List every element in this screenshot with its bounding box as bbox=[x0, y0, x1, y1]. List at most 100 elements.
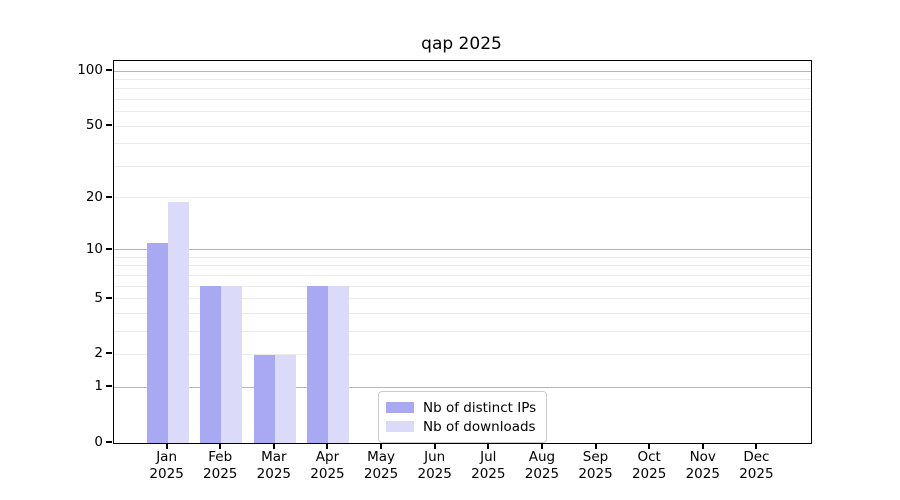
grid-line-minor bbox=[114, 274, 811, 276]
bar bbox=[253, 354, 275, 443]
x-tick-mark bbox=[648, 443, 651, 449]
x-tick-label-line: 2025 bbox=[203, 466, 238, 482]
plot-area bbox=[113, 60, 812, 444]
x-tick-label-line: Aug bbox=[528, 449, 556, 465]
x-tick-label-line: 2025 bbox=[417, 466, 452, 482]
grid-line-minor bbox=[114, 285, 811, 287]
y-tick-label: 5 bbox=[94, 289, 103, 306]
grid-line-minor bbox=[114, 88, 811, 90]
legend-swatch bbox=[386, 402, 414, 413]
grid-line-minor bbox=[114, 197, 811, 199]
grid-line-major bbox=[114, 249, 811, 251]
x-tick-label: Jan 2025 bbox=[135, 449, 199, 483]
y-tick-label: 100 bbox=[77, 62, 103, 79]
bar bbox=[221, 286, 243, 443]
y-tick-mark bbox=[106, 385, 112, 388]
x-tick-label-line: 2025 bbox=[256, 466, 292, 482]
x-tick-label-line: 2025 bbox=[149, 466, 184, 482]
x-tick-mark bbox=[701, 443, 704, 449]
grid-line-minor bbox=[114, 298, 811, 300]
y-tick-mark bbox=[106, 296, 112, 299]
grid-line-minor bbox=[114, 265, 811, 267]
grid-line-minor bbox=[114, 330, 811, 332]
x-tick-label-line: 2025 bbox=[524, 466, 560, 482]
x-tick-label-line: Dec bbox=[743, 449, 770, 465]
x-tick-label-line: Mar bbox=[261, 449, 287, 465]
legend-row: Nb of distinct IPs bbox=[386, 398, 536, 417]
x-tick-mark bbox=[380, 443, 383, 449]
x-tick-label-line: 2025 bbox=[471, 466, 506, 482]
grid-line-minor bbox=[114, 79, 811, 81]
x-tick-mark bbox=[219, 443, 222, 449]
bar bbox=[200, 286, 222, 443]
y-tick-label: 2 bbox=[94, 345, 103, 362]
x-tick-mark bbox=[165, 443, 168, 449]
y-tick-mark bbox=[106, 247, 112, 250]
grid-line-major bbox=[114, 70, 811, 72]
x-tick-label-line: 2025 bbox=[739, 466, 774, 482]
x-tick-label-line: 2025 bbox=[631, 466, 667, 482]
x-tick-label-line: Sep bbox=[582, 449, 609, 465]
x-tick-label-line: May bbox=[367, 449, 396, 465]
y-tick-mark bbox=[106, 352, 112, 355]
grid-line-minor bbox=[114, 353, 811, 355]
y-tick-mark bbox=[106, 124, 112, 127]
bar bbox=[146, 242, 168, 443]
x-tick-label: Jul 2025 bbox=[456, 449, 520, 483]
legend-label: Nb of downloads bbox=[423, 418, 536, 435]
chart-title: qap 2025 bbox=[421, 34, 502, 54]
x-tick-mark bbox=[326, 443, 329, 449]
x-tick-label: Aug 2025 bbox=[510, 449, 574, 483]
grid-line-minor bbox=[114, 99, 811, 101]
x-tick-label: Jun 2025 bbox=[403, 449, 467, 483]
x-tick-label-line: Jul bbox=[480, 449, 497, 465]
bar bbox=[307, 286, 329, 443]
x-tick-label-line: Oct bbox=[637, 449, 661, 465]
grid-line-major bbox=[114, 386, 811, 388]
x-tick-label: Feb 2025 bbox=[188, 449, 252, 483]
legend-swatch bbox=[386, 421, 414, 432]
grid-line-minor bbox=[114, 312, 811, 314]
y-tick-mark bbox=[106, 441, 112, 443]
x-tick-label: Oct 2025 bbox=[617, 449, 681, 483]
y-tick-label: 1 bbox=[94, 378, 103, 395]
x-tick-label: Mar 2025 bbox=[242, 449, 306, 483]
x-tick-mark bbox=[487, 443, 490, 449]
x-tick-mark bbox=[594, 443, 597, 449]
x-tick-label-line: Feb bbox=[208, 449, 233, 465]
x-tick-label-line: 2025 bbox=[685, 466, 720, 482]
grid-line-minor bbox=[114, 143, 811, 145]
bar bbox=[167, 201, 189, 443]
legend-label: Nb of distinct IPs bbox=[423, 399, 537, 416]
x-tick-label: Apr 2025 bbox=[295, 449, 359, 483]
grid-line-minor bbox=[114, 125, 811, 127]
x-tick-label: May 2025 bbox=[349, 449, 413, 483]
x-tick-label-line: 2025 bbox=[578, 466, 613, 482]
bar bbox=[274, 354, 296, 443]
grid-line-minor bbox=[114, 111, 811, 113]
grid-line-minor bbox=[114, 165, 811, 167]
legend: Nb of distinct IPs Nb of downloads bbox=[378, 391, 548, 443]
y-tick-mark bbox=[106, 69, 112, 72]
plot-inner bbox=[114, 61, 811, 443]
x-tick-mark bbox=[272, 443, 275, 449]
x-tick-label-line: Jun bbox=[424, 449, 446, 465]
x-tick-label: Sep 2025 bbox=[564, 449, 628, 483]
y-tick-label: 0 bbox=[94, 434, 103, 450]
grid-line-minor bbox=[114, 257, 811, 258]
legend-row: Nb of downloads bbox=[386, 417, 536, 436]
x-tick-mark bbox=[755, 443, 758, 449]
x-tick-mark bbox=[433, 443, 436, 449]
x-tick-label-line: 2025 bbox=[310, 466, 345, 482]
x-tick-label: Nov 2025 bbox=[671, 449, 735, 483]
y-tick-label: 10 bbox=[85, 240, 103, 257]
y-tick-mark bbox=[106, 195, 112, 198]
bar bbox=[328, 286, 350, 443]
x-tick-label-line: Jan bbox=[156, 449, 178, 465]
x-tick-label-line: 2025 bbox=[363, 466, 399, 482]
x-tick-mark bbox=[540, 443, 543, 449]
x-tick-label-line: Nov bbox=[689, 449, 716, 465]
y-tick-label: 50 bbox=[85, 117, 103, 134]
x-tick-label-line: Apr bbox=[315, 449, 340, 465]
